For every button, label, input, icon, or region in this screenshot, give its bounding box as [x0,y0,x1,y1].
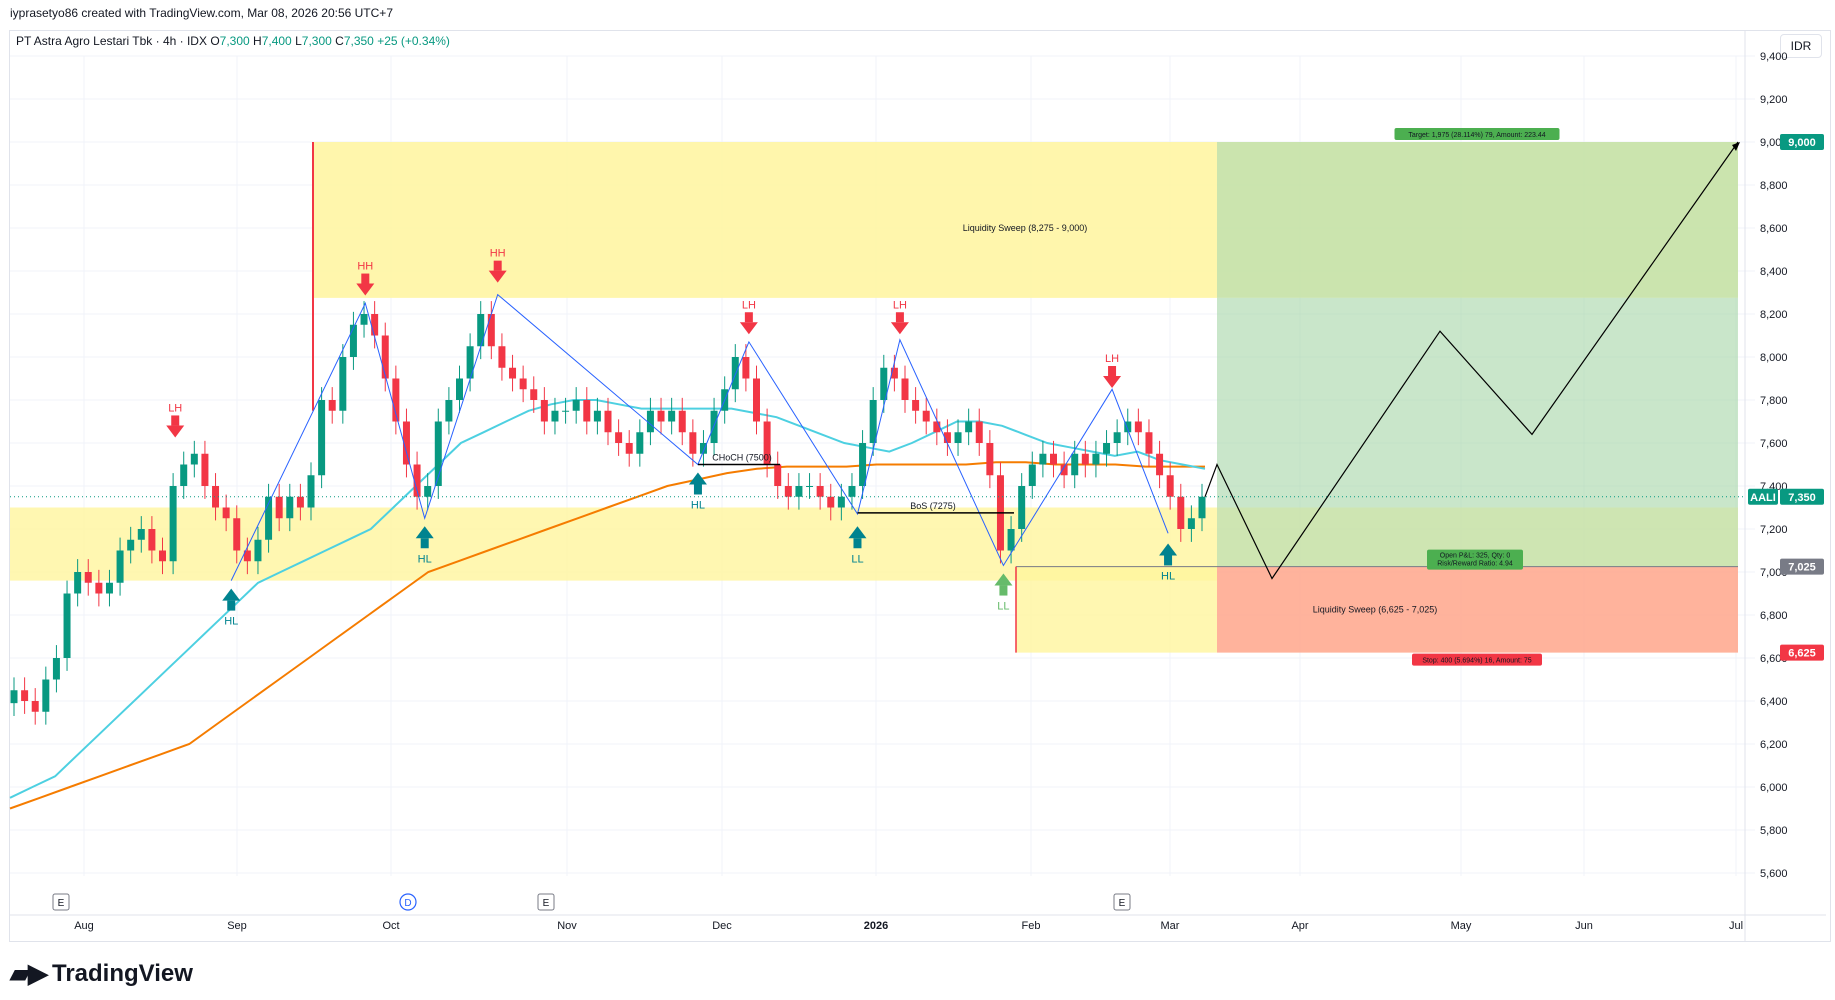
brand-name: TradingView [52,959,193,987]
open-value: 7,300 [219,34,250,48]
chart-frame [9,30,1831,942]
tradingview-logo-icon: ▰▶ [10,958,48,988]
symbol-name[interactable]: PT Astra Agro Lestari Tbk · 4h · IDX [16,34,207,48]
symbol-legend: PT Astra Agro Lestari Tbk · 4h · IDX O7,… [16,34,450,48]
tradingview-brand: ▰▶ TradingView [10,958,193,989]
low-label: L [295,34,302,48]
change-value: +25 (+0.34%) [377,34,450,48]
currency-button[interactable]: IDR [1780,34,1822,58]
close-value: 7,350 [343,34,374,48]
low-value: 7,300 [301,34,332,48]
close-label: C [335,34,344,48]
open-label: O [210,34,220,48]
high-value: 7,400 [261,34,292,48]
high-label: H [253,34,262,48]
attribution-text: iyprasetyo86 created with TradingView.co… [10,6,393,20]
